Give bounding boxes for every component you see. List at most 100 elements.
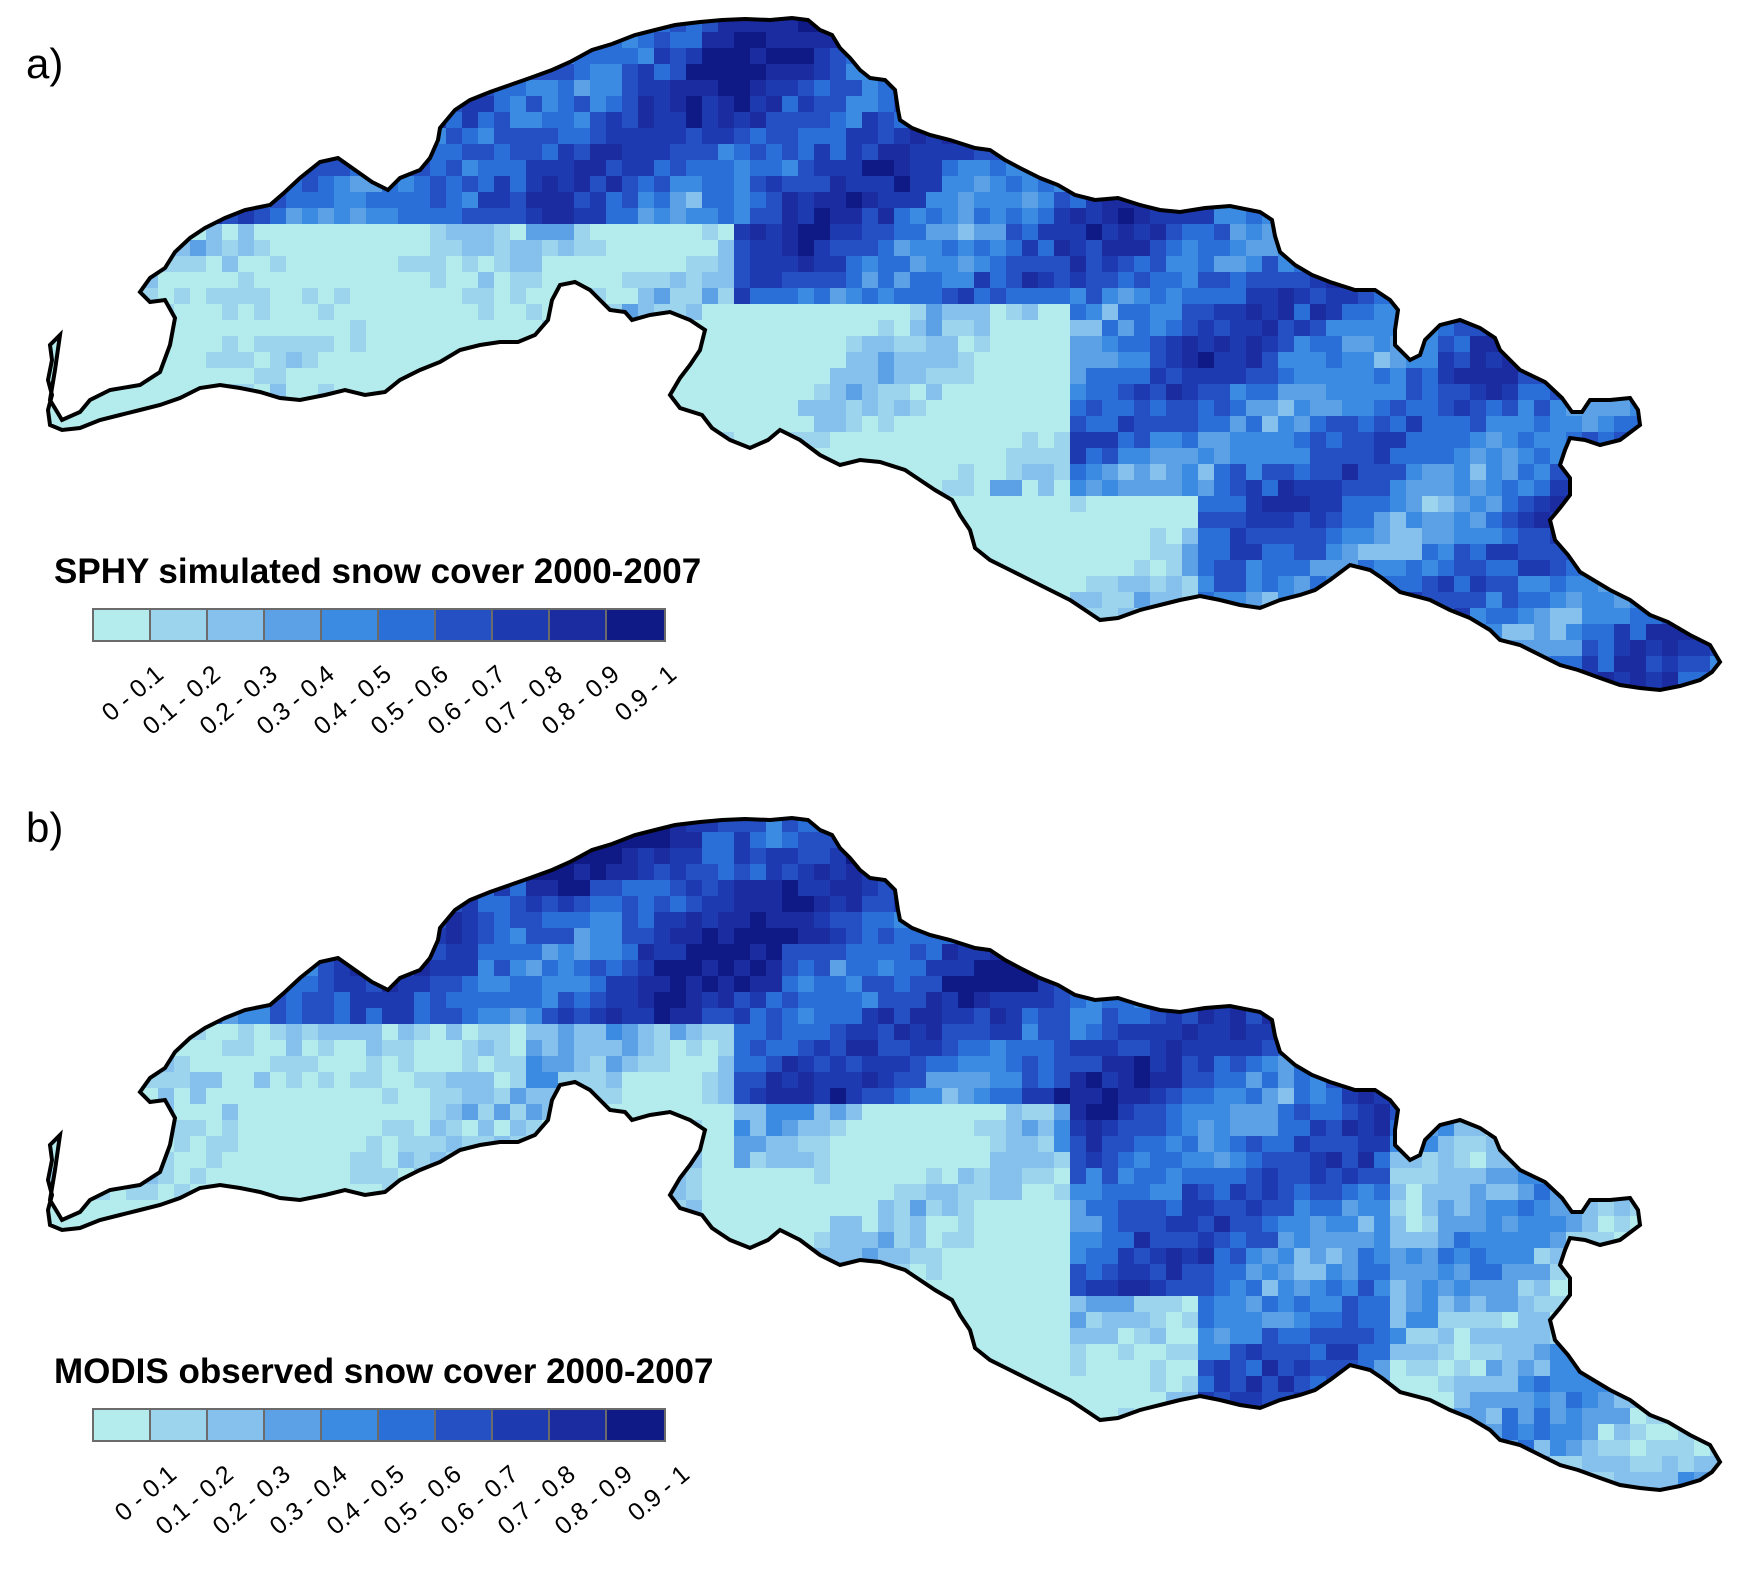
raster-cell — [846, 576, 863, 593]
raster-cell — [1182, 240, 1199, 257]
raster-cell — [1566, 448, 1583, 465]
raster-cell — [1454, 112, 1471, 129]
raster-cell — [302, 336, 319, 353]
raster-cell — [1518, 592, 1535, 609]
raster-cell — [686, 176, 703, 193]
raster-cell — [1694, 384, 1711, 401]
raster-cell — [142, 800, 159, 817]
raster-cell — [206, 18, 223, 33]
raster-cell — [1310, 256, 1327, 273]
raster-cell — [1054, 0, 1071, 17]
raster-cell — [398, 432, 415, 449]
raster-cell — [158, 192, 175, 209]
raster-cell — [910, 304, 927, 321]
raster-cell — [958, 640, 975, 657]
raster-cell — [1294, 112, 1311, 129]
raster-cell — [1502, 112, 1519, 129]
raster-cell — [1294, 496, 1311, 513]
raster-cell — [350, 272, 367, 289]
raster-cell — [942, 704, 959, 721]
raster-cell — [462, 496, 479, 513]
raster-cell — [126, 528, 143, 545]
raster-cell — [78, 192, 95, 209]
raster-cell — [1422, 144, 1439, 161]
raster-cell — [270, 368, 287, 385]
raster-cell — [814, 432, 831, 449]
raster-cell — [1150, 272, 1167, 289]
raster-cell — [1358, 528, 1375, 545]
raster-cell — [446, 496, 463, 513]
raster-cell — [1070, 96, 1087, 113]
raster-cell — [1070, 496, 1087, 513]
raster-cell — [398, 80, 415, 97]
raster-cell — [446, 464, 463, 481]
raster-cell — [510, 448, 527, 465]
raster-cell — [1566, 416, 1583, 433]
raster-cell — [1710, 400, 1720, 417]
raster-cell — [1454, 208, 1471, 225]
raster-cell — [1694, 128, 1711, 145]
raster-cell — [1358, 800, 1375, 817]
raster-cell — [126, 368, 143, 385]
raster-cell — [1646, 512, 1663, 529]
raster-cell — [1550, 240, 1567, 257]
raster-cell — [1454, 560, 1471, 577]
raster-cell — [1006, 528, 1023, 545]
raster-cell — [334, 272, 351, 289]
raster-cell — [1374, 528, 1391, 545]
raster-cell — [942, 48, 959, 65]
raster-cell — [558, 32, 575, 49]
raster-cell — [654, 128, 671, 145]
raster-cell — [798, 656, 815, 673]
raster-cell — [798, 240, 815, 257]
raster-cell — [1342, 480, 1359, 497]
raster-cell — [574, 256, 591, 273]
raster-cell — [1198, 528, 1215, 545]
raster-cell — [1342, 704, 1359, 721]
raster-cell — [238, 496, 255, 513]
raster-cell — [718, 544, 735, 561]
raster-cell — [926, 688, 943, 690]
raster-cell — [1502, 128, 1519, 145]
raster-cell — [1118, 480, 1135, 497]
raster-cell — [462, 416, 479, 433]
raster-cell — [942, 224, 959, 241]
raster-cell — [30, 320, 47, 337]
raster-cell — [1038, 18, 1055, 33]
raster-cell — [862, 144, 879, 161]
raster-cell — [1086, 496, 1103, 513]
raster-cell — [606, 800, 623, 817]
raster-cell — [1518, 112, 1535, 129]
raster-cell — [1278, 160, 1295, 177]
raster-cell — [1054, 240, 1071, 257]
raster-cell — [718, 48, 735, 65]
raster-cell — [1214, 704, 1231, 721]
raster-cell — [510, 128, 527, 145]
raster-cell — [1326, 176, 1343, 193]
raster-cell — [1182, 416, 1199, 433]
raster-cell — [1246, 432, 1263, 449]
raster-cell — [894, 640, 911, 657]
raster-cell — [1598, 544, 1615, 561]
raster-cell — [718, 528, 735, 545]
raster-cell — [862, 496, 879, 513]
raster-cell — [1038, 368, 1055, 385]
raster-cell — [1726, 32, 1743, 49]
raster-cell — [574, 464, 591, 481]
raster-cell — [30, 288, 47, 305]
raster-cell — [878, 192, 895, 209]
raster-cell — [1310, 112, 1327, 129]
raster-cell — [1470, 464, 1487, 481]
raster-cell — [1118, 560, 1135, 577]
raster-cell — [62, 480, 79, 497]
raster-cell — [878, 448, 895, 465]
raster-cell — [1406, 560, 1423, 577]
raster-cell — [878, 176, 895, 193]
raster-cell — [494, 160, 511, 177]
raster-cell — [1198, 352, 1215, 369]
raster-cell — [350, 480, 367, 497]
raster-cell — [1182, 512, 1199, 529]
raster-cell — [1726, 480, 1743, 497]
raster-cell — [1054, 352, 1071, 369]
raster-cell — [1422, 288, 1439, 305]
